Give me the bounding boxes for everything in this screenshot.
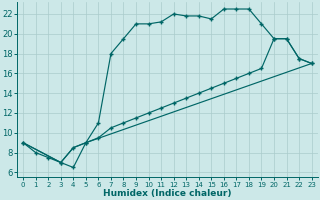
X-axis label: Humidex (Indice chaleur): Humidex (Indice chaleur)	[103, 189, 232, 198]
